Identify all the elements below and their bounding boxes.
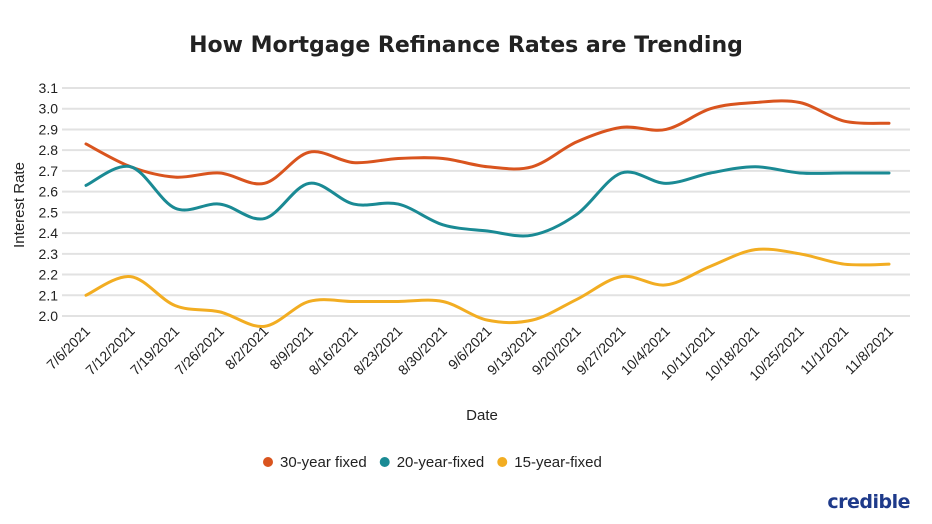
chart-title: How Mortgage Refinance Rates are Trendin… <box>189 33 743 58</box>
x-axis-ticks: 7/6/20217/12/20217/19/20217/26/20218/2/2… <box>43 323 896 384</box>
x-tick-label: 8/30/2021 <box>395 323 451 379</box>
y-tick-label: 2.3 <box>39 246 59 262</box>
series-lines <box>84 99 891 328</box>
series-line-1 <box>84 164 891 238</box>
legend-label: 30-year fixed <box>280 454 367 471</box>
y-tick-label: 2.2 <box>39 267 59 283</box>
x-axis-label: Date <box>466 407 498 424</box>
y-tick-label: 2.8 <box>39 142 59 158</box>
legend-label: 15-year-fixed <box>514 454 602 471</box>
x-tick-label: 11/8/2021 <box>841 323 896 378</box>
y-tick-label: 2.6 <box>39 184 59 200</box>
y-tick-label: 2.9 <box>39 121 59 137</box>
y-tick-label: 2.0 <box>39 308 59 324</box>
legend: 30-year fixed 20-year-fixed 15-year-fixed <box>263 454 602 471</box>
y-tick-label: 3.0 <box>39 101 59 117</box>
y-tick-label: 3.1 <box>39 80 59 96</box>
x-tick-label: 8/2/2021 <box>222 323 272 373</box>
y-tick-label: 2.7 <box>39 163 59 179</box>
y-axis-ticks: 2.0 2.1 2.2 2.3 2.4 2.5 2.6 2.7 2.8 2.9 3.0 3.1 <box>39 80 59 324</box>
x-tick-label: 7/26/2021 <box>172 323 228 379</box>
legend-marker <box>379 457 390 467</box>
series-line-2 <box>84 247 891 328</box>
credible-logo: credible <box>827 491 910 513</box>
y-tick-label: 2.4 <box>39 225 59 241</box>
gridlines <box>62 87 910 317</box>
y-tick-label: 2.1 <box>39 287 59 303</box>
y-tick-label: 2.5 <box>39 204 59 220</box>
y-axis-label: Interest Rate <box>11 162 28 248</box>
legend-label: 20-year-fixed <box>397 454 485 471</box>
legend-marker <box>497 457 508 467</box>
legend-marker <box>263 457 273 467</box>
